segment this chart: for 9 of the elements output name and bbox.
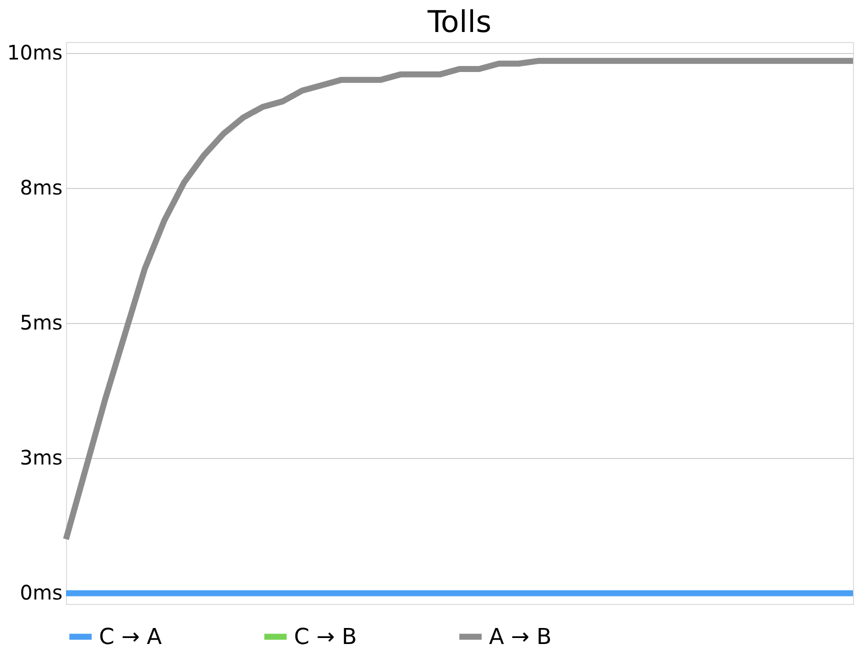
y-tick-label: 8ms [20,175,62,200]
legend-label: C → A [99,624,162,650]
y-tick-label: 3ms [20,446,62,470]
legend-label: A → B [489,624,552,650]
legend-label: C → B [294,624,357,650]
chart-title: Tolls [426,5,492,40]
y-tick-label: 0ms [20,580,62,605]
y-tick-label: 10ms [7,40,62,64]
y-tick-label: 5ms [20,310,62,334]
